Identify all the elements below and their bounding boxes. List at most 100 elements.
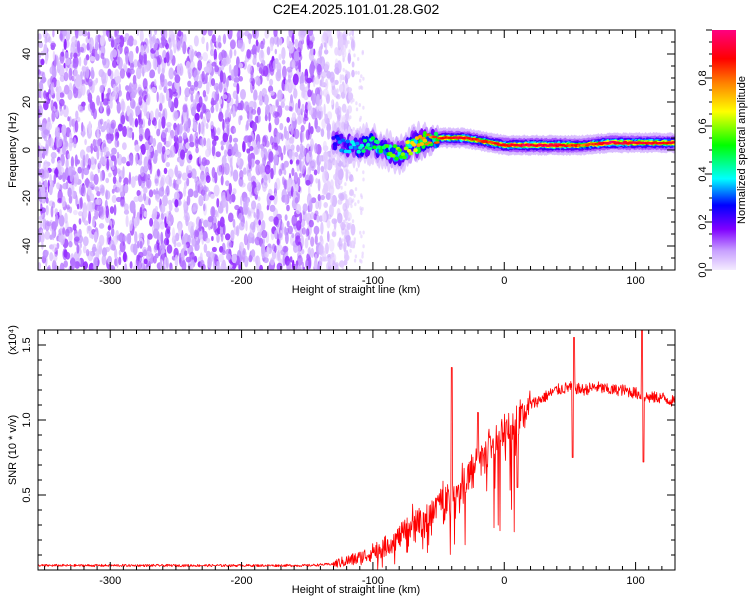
noise-cell: [218, 52, 224, 62]
noise-cell: [194, 112, 200, 121]
noise-cell: [83, 57, 88, 66]
noise-cell: [288, 106, 293, 112]
noise-cell: [78, 56, 82, 67]
noise-cell: [58, 209, 62, 217]
noise-cell: [329, 192, 333, 204]
noise-cell: [93, 173, 99, 185]
noise-cell: [57, 198, 63, 204]
noise-cell: [272, 60, 277, 70]
noise-cell: [260, 150, 265, 159]
noise-cell: [237, 151, 242, 158]
noise-cell: [270, 104, 276, 113]
noise-cell: [351, 69, 355, 78]
noise-cell: [351, 30, 354, 37]
noise-cell: [330, 253, 337, 263]
noise-cell: [362, 244, 365, 249]
noise-cell: [353, 240, 356, 245]
noise-cell: [268, 215, 275, 222]
noise-cell: [255, 39, 259, 47]
noise-cell: [210, 100, 217, 106]
noise-cell: [207, 216, 214, 223]
noise-cell: [110, 39, 115, 48]
noise-cell: [338, 84, 344, 93]
noise-cell: [315, 126, 321, 133]
noise-cell: [326, 94, 330, 104]
noise-cell: [172, 227, 175, 239]
noise-cell: [359, 115, 362, 120]
noise-cell: [96, 133, 101, 140]
noise-cell: [202, 52, 209, 62]
x-tick-label: -200: [231, 575, 253, 587]
noise-cell: [186, 164, 193, 174]
noise-cell: [50, 76, 54, 84]
noise-cell: [124, 263, 128, 270]
noise-cell: [42, 218, 47, 230]
x-tick-label: 100: [626, 275, 644, 287]
noise-cell: [317, 163, 321, 175]
noise-cell: [135, 105, 141, 116]
noise-cell: [101, 254, 107, 266]
noise-cell: [78, 218, 82, 225]
noise-cell: [320, 128, 325, 138]
noise-cell: [344, 120, 348, 124]
noise-cell: [219, 70, 224, 83]
noise-cell: [193, 134, 196, 144]
noise-cell: [132, 243, 138, 256]
noise-cell: [206, 250, 211, 258]
noise-cell: [165, 257, 169, 269]
noise-cell: [172, 91, 178, 97]
noise-cell: [309, 63, 315, 76]
noise-cell: [200, 164, 206, 173]
noise-cell: [87, 225, 91, 232]
noise-cell: [152, 208, 158, 220]
noise-cell: [174, 191, 180, 201]
signal-cell: [378, 149, 383, 154]
noise-cell: [256, 62, 260, 68]
noise-cell: [282, 65, 287, 79]
noise-cell: [321, 34, 326, 44]
noise-cell: [179, 160, 184, 167]
noise-cell: [52, 50, 56, 61]
noise-cell: [277, 89, 283, 102]
noise-cell: [238, 212, 243, 221]
noise-cell: [348, 91, 351, 96]
noise-cell: [113, 204, 117, 216]
noise-cell: [59, 234, 65, 246]
noise-cell: [238, 221, 245, 231]
noise-cell: [107, 68, 112, 77]
noise-cell: [314, 143, 318, 154]
noise-cell: [252, 53, 257, 64]
noise-cell: [302, 203, 308, 212]
noise-cell: [67, 166, 72, 177]
noise-cell: [247, 172, 252, 179]
noise-cell: [106, 231, 111, 238]
noise-cell: [46, 121, 52, 131]
noise-cell: [43, 43, 48, 56]
noise-cell: [144, 128, 151, 141]
noise-cell: [232, 137, 239, 143]
noise-cell: [38, 149, 43, 163]
noise-cell: [118, 256, 122, 266]
noise-cell: [114, 248, 118, 259]
noise-cell: [316, 214, 320, 223]
noise-cell: [205, 122, 209, 130]
noise-cell: [109, 265, 116, 270]
noise-cell: [273, 216, 279, 226]
noise-cell: [139, 152, 143, 162]
snr-series: [38, 330, 675, 570]
noise-cell: [279, 122, 284, 131]
noise-cell: [154, 30, 158, 35]
noise-cell: [312, 36, 315, 42]
noise-cell: [232, 169, 239, 182]
noise-cell: [299, 172, 302, 179]
noise-cell: [331, 218, 338, 225]
noise-cell: [201, 70, 205, 83]
noise-cell: [298, 59, 302, 73]
signal-cell: [337, 140, 342, 145]
noise-cell: [253, 212, 256, 218]
noise-cell: [38, 233, 42, 244]
noise-cell: [216, 127, 221, 136]
noise-cell: [297, 255, 303, 266]
noise-cell: [225, 248, 231, 256]
